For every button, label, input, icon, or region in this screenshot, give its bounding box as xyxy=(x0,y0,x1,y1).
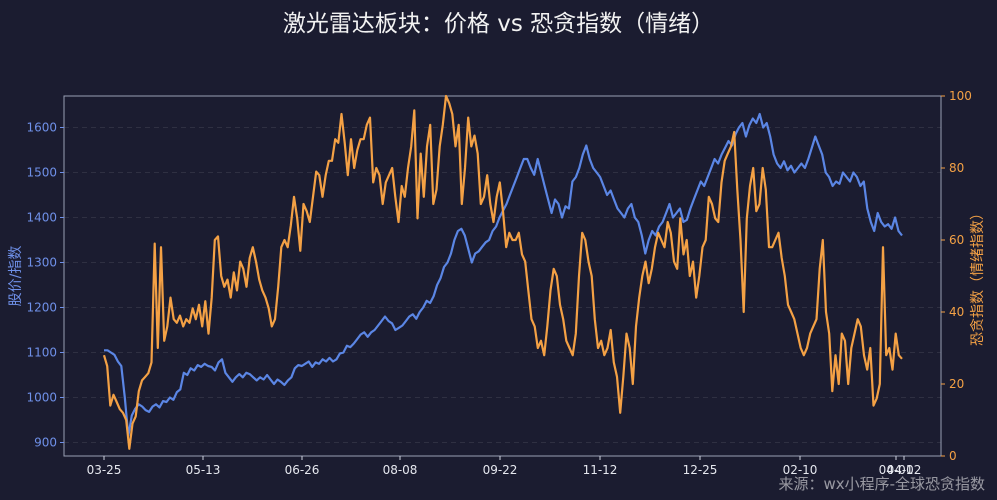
y-left-tick-label: 1300 xyxy=(26,256,57,270)
x-axis: 03-25 05-13 06-26 08-08 09-22 11-12 12-25 02-10… xyxy=(87,456,922,477)
y-left-tick-label: 1600 xyxy=(26,121,57,135)
source-watermark: 来源：wx小程序-全球恐贪指数 xyxy=(778,475,985,493)
y-right-tick-label: 100 xyxy=(949,89,972,103)
y-left-tick-label: 1200 xyxy=(26,301,57,315)
sentiment-series-line xyxy=(102,94,903,450)
chart-title: 激光雷达板块：价格 vs 恐贪指数（情绪） xyxy=(282,11,715,37)
x-tick-label: 02-10 xyxy=(783,463,818,477)
y-left-tick-label: 1400 xyxy=(26,211,57,225)
x-tick-label: 06-26 xyxy=(285,463,320,477)
y-right-tick-label: 40 xyxy=(949,305,964,319)
x-tick-label: 11-12 xyxy=(583,463,618,477)
y-right-tick-label: 20 xyxy=(949,377,964,391)
y-right-tick-label: 80 xyxy=(949,161,964,175)
grid-lines xyxy=(64,127,941,443)
x-tick-label: 04-01 xyxy=(879,463,914,477)
x-tick-label: 04-02 xyxy=(887,463,922,477)
y-right-tick-label: 60 xyxy=(949,233,964,247)
y-left-tick-label: 1100 xyxy=(26,346,57,360)
x-tick-label: 05-13 xyxy=(186,463,221,477)
plot-frame xyxy=(63,95,942,457)
y-left-tick-label: 900 xyxy=(34,436,57,450)
x-tick-label: 03-25 xyxy=(87,463,122,477)
x-tick-label: 12-25 xyxy=(683,463,718,477)
y-left-tick-label: 1000 xyxy=(26,391,57,405)
y-left-tick-label: 1500 xyxy=(26,166,57,180)
y-left-axis-label: 股价/指数 xyxy=(8,246,24,307)
y-left-axis: 900 1000 1100 1200 1300 1400 1500 1600 xyxy=(26,121,64,450)
x-tick-label: 08-08 xyxy=(383,463,418,477)
y-right-axis: 0 20 40 60 80 100 xyxy=(941,89,972,463)
price-series-line xyxy=(104,112,903,437)
y-right-axis-label: 恐贪指数（情绪指数） xyxy=(970,206,986,346)
x-tick-label: 09-22 xyxy=(483,463,518,477)
y-right-tick-label: 0 xyxy=(949,449,957,463)
